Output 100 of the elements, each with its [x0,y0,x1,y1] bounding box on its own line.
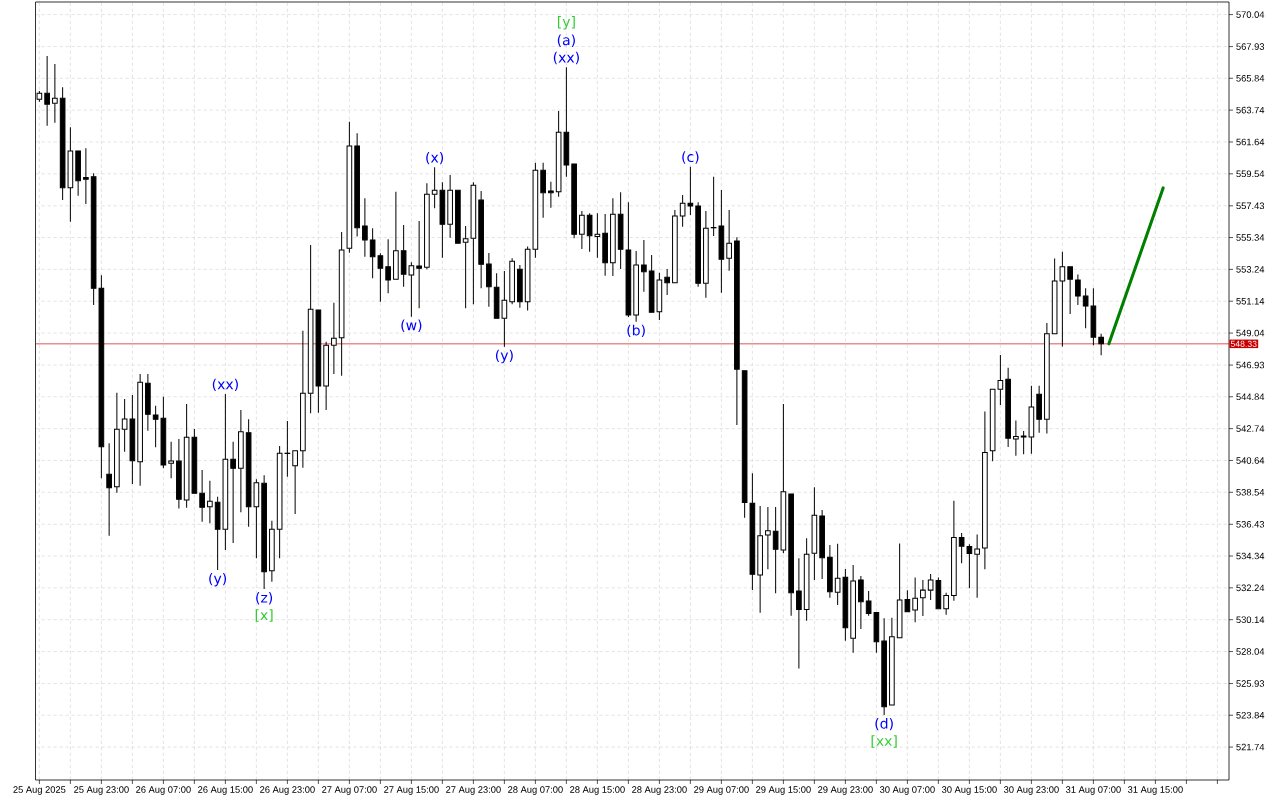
y-tick-label: 540.64 [1236,457,1265,464]
annotation: (z) [256,592,273,605]
y-tick-label: 538.54 [1236,489,1265,496]
y-tick-label: 563.74 [1236,106,1265,114]
y-tick-label: 567.93 [1236,43,1265,50]
candlestick [788,493,794,617]
candlestick [1098,333,1104,356]
candlestick [982,410,988,570]
candlestick [827,544,833,599]
x-tick-label: 27 Aug 23:00 [446,786,501,795]
y-tick-label: 544.84 [1236,393,1265,401]
y-tick-label: 525.93 [1236,680,1265,687]
candlestick [106,442,112,537]
annotation: (w) [401,319,422,333]
candlestick [850,564,856,654]
candlestick [486,252,492,308]
candlestick [765,506,771,570]
candlestick [1067,266,1073,315]
y-tick-label: 565.84 [1236,74,1265,82]
candlestick [1044,322,1050,435]
y-tick-label: 557.43 [1236,202,1265,210]
candlestick [145,373,151,432]
candlestick [881,617,887,716]
candlestick [672,209,678,284]
annotation: (c) [682,151,699,164]
candlestick [912,576,918,623]
candlestick [52,63,58,124]
y-tick-label: 534.34 [1236,552,1265,560]
x-tick-label: 30 Aug 23:00 [1003,786,1059,795]
y-tick-label: 561.64 [1236,138,1265,146]
candlestick [695,201,701,288]
y-tick-label: 570.04 [1236,11,1265,18]
x-tick-label: 30 Aug 07:00 [879,786,935,795]
candlestick [641,239,647,293]
candlestick [354,132,360,238]
candlestick [796,557,802,669]
candlestick [346,121,353,254]
y-tick-label: 521.74 [1236,743,1265,751]
y-tick-label: 559.54 [1236,170,1265,178]
candlestick [517,264,523,309]
candlestick [230,441,236,544]
annotation: (xx) [212,378,238,392]
candlestick [749,472,756,591]
candlestick [168,441,174,479]
ref-line-label: 548.33 [1230,340,1257,347]
candlestick [478,190,484,289]
candlestick [261,474,267,590]
annotation: (x) [426,151,444,165]
candlestick [176,438,182,509]
annotation: (a) [557,34,575,47]
x-tick-label: 28 Aug 07:00 [508,786,563,795]
candlestick [703,210,709,299]
candlestick [858,575,864,630]
x-tick-label: 30 Aug 15:00 [941,786,997,795]
x-tick-label: 26 Aug 15:00 [198,786,253,795]
candlestick [269,520,275,583]
candlestick [726,209,732,272]
annotation: [xx] [871,735,897,748]
annotation: (y) [495,349,513,364]
candlestick [137,373,143,487]
candlestick [331,302,337,375]
x-tick-label: 31 Aug 15:00 [1127,786,1183,795]
y-tick-label: 530.14 [1236,616,1265,623]
x-tick-label: 31 Aug 07:00 [1065,786,1121,795]
x-tick-label: 28 Aug 15:00 [570,786,625,795]
annotation: (xx) [553,51,579,65]
candlestick [920,579,926,617]
y-tick-label: 542.74 [1236,425,1265,432]
candlestick [1013,419,1019,457]
y-tick-label: 523.84 [1236,711,1265,719]
candlestick [323,341,329,411]
candlestick [943,592,949,616]
x-tick-label: 29 Aug 07:00 [694,786,749,795]
y-tick-label: 528.04 [1236,648,1265,655]
candlestick [757,505,763,614]
candlestick [741,370,748,519]
y-tick-label: 546.93 [1236,361,1265,369]
candlestick [540,162,546,219]
candlestick [393,191,399,280]
y-tick-label: 553.24 [1236,266,1265,273]
candlestick [455,189,461,244]
candlestick [75,150,81,197]
candlestick [548,181,554,209]
candlestick [416,220,422,309]
candlestick [803,537,810,622]
candlestick [602,213,608,277]
candlestick [974,534,980,599]
candlestick [1036,385,1042,434]
candlestick [424,182,430,270]
annotation: (y) [209,572,227,587]
y-tick-label: 532.24 [1236,584,1265,592]
x-tick-label: 26 Aug 07:00 [136,786,191,795]
candlestick [338,231,345,377]
candlestick [664,268,670,296]
y-tick-label: 551.14 [1236,297,1265,305]
candlestick [207,480,213,524]
annotation: (d) [875,717,893,731]
candlestick [951,500,957,602]
x-tick-label: 25 Aug 2025 [13,786,66,795]
candlestick [44,55,50,127]
